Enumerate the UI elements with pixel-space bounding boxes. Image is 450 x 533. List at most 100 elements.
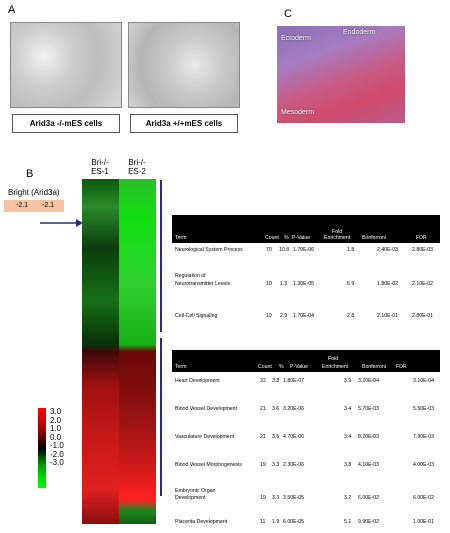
cell-pvalue: 1.30E-05 [293, 281, 315, 287]
cell-count: 70 [266, 247, 272, 253]
col-fold: Fold [328, 356, 339, 362]
col-fold: Fold [332, 229, 343, 235]
col-term: Term [175, 235, 187, 241]
col-fdr: FDR [416, 235, 427, 241]
cell-pct: 2.9 [280, 313, 288, 319]
cell-fold: 6.9 [347, 281, 355, 287]
scale-tick: 0.0 [50, 432, 62, 442]
panel-label-b: B [26, 168, 34, 180]
scale-tick: -3.0 [50, 458, 64, 467]
cell-pct: 1.5 [280, 281, 288, 287]
micrograph-wildtype [128, 22, 240, 108]
arrow-icon [40, 219, 83, 227]
cell-term: Vasculature Development [175, 434, 235, 440]
col-pvalue: P-Value [290, 364, 309, 370]
cell-bonferroni: 2.10E-01 [377, 313, 399, 319]
cell-count: 11 [260, 519, 266, 525]
col-pct: % [279, 364, 284, 370]
table-row: Heart Development 22 3.8 1.80E-07 3.9 3.20E-0… [172, 378, 440, 392]
cell-fold: 3.2 [344, 495, 352, 501]
col-pct: % [284, 235, 289, 241]
cell-bonferroni: 1.80E-02 [377, 281, 399, 287]
histology-image: Ectoderm Endoderm Mesoderm [277, 26, 405, 123]
panel-label-a: A [8, 4, 16, 16]
cell-term: Placenta Development [175, 519, 228, 525]
cell-fold: 2.8 [347, 313, 355, 319]
cell-fdr: 5.50E-03 [413, 406, 435, 412]
caption-knockout: Arid3a -/-mES cells [12, 114, 120, 133]
cell-bonferroni: 2.40E-03 [377, 247, 399, 253]
cell-bonf: 5.70E-03 [358, 406, 380, 412]
cell-fold: 3.4 [344, 406, 352, 412]
cell-term: Regulation of [175, 273, 206, 279]
column-header-es1-line1: Bri-/- [91, 158, 109, 167]
color-scale-bar [38, 408, 46, 488]
column-header-es1: Bri-/- ES-1 [81, 158, 119, 176]
cell-count: 19 [260, 495, 266, 501]
gene-value-es2: -2.1 [42, 202, 55, 209]
col-enrichment: Enrichment [324, 235, 351, 241]
cell-term: Cell-Cell Signaling [175, 313, 218, 319]
cell-pvalue: 6.00E-05 [283, 519, 305, 525]
cell-pvalue: 2.30E-06 [283, 462, 305, 468]
cell-count: 21 [260, 434, 266, 440]
heatmap-column-es1 [82, 179, 119, 524]
cell-count: 19 [260, 462, 266, 468]
col-count: Count [258, 364, 272, 370]
cell-fold: 3.8 [344, 462, 352, 468]
cell-pvalue: 1.80E-07 [283, 378, 305, 384]
cell-term: Embryonic Organ [175, 488, 216, 494]
enrichment-table-cardio: Term Count % P-Value Fold Enrichment Bon… [172, 350, 440, 525]
cell-pvalue: 1.70E-06 [293, 247, 315, 253]
panel-label-c: C [284, 8, 292, 20]
heatmap-column-es2 [119, 179, 156, 524]
cell-bonf: 9.90E-02 [358, 519, 380, 525]
cell-count: 10 [266, 281, 272, 287]
cell-bonf: 6.00E-02 [358, 495, 380, 501]
cell-count: 22 [260, 378, 266, 384]
column-header-es2: Bri-/- ES-2 [118, 158, 156, 176]
cell-fdr: 3.10E-04 [413, 378, 435, 384]
table-row: Neurological System Process 70 10.8 1.70… [172, 247, 440, 263]
cell-bonf: 8.20E-03 [358, 434, 380, 440]
col-enrichment: Enrichment [322, 364, 349, 370]
column-header-es2-line1: Bri-/- [128, 158, 146, 167]
cell-fold: 5.1 [344, 519, 352, 525]
label-ectoderm: Ectoderm [281, 35, 311, 42]
table-row: Vasculature Development 21 3.6 4.70E-06 3.4 8… [172, 434, 440, 448]
cell-fdr: 2.80E-03 [412, 247, 434, 253]
gene-value-box: -2.1 -2.1 [4, 200, 64, 212]
cell-fdr: 6.00E-02 [413, 495, 435, 501]
cell-count: 21 [260, 406, 266, 412]
micrograph-knockout [10, 22, 122, 108]
cluster-bracket-up [160, 338, 162, 496]
color-scale-ticks: 3.0 2.0 1.0 0.0 -1.0 -2.0 -3.0 [50, 407, 64, 468]
table-header: Term Count % P-Value Fold Enrichment Bon… [172, 215, 440, 243]
col-pvalue: P-Value [292, 235, 311, 241]
scale-tick: -1.0 [50, 441, 64, 450]
gene-value-es1: -2.1 [16, 202, 29, 209]
scale-tick: -2.0 [50, 449, 64, 459]
cell-fold: 3.4 [344, 434, 352, 440]
cell-fdr: 2.80E-01 [412, 313, 434, 319]
cell-pct: 10.8 [279, 247, 290, 253]
cell-term: Blood Vessel Morphogenesis [175, 462, 242, 468]
column-header-es1-line2: ES-1 [91, 167, 109, 176]
cell-fdr: 2.10E-02 [412, 281, 434, 287]
cell-bonf: 4.10E-03 [358, 462, 380, 468]
column-header-es2-line2: ES-2 [128, 167, 146, 176]
enrichment-table-neuro: Term Count % P-Value Fold Enrichment Bon… [172, 215, 440, 327]
cell-fold: 1.8 [347, 247, 355, 253]
col-fdr: FDR [396, 364, 407, 370]
table-row: Cell-Cell Signaling 19 2.9 1.70E-04 2.8 … [172, 313, 440, 327]
cell-term-line2: Development [175, 495, 206, 501]
gene-label: Bright (Arid3a) [8, 188, 60, 197]
cell-fdr: 1.00E-01 [413, 519, 435, 525]
heatmap [82, 179, 156, 524]
table-row: Embryonic Organ Development 19 3.3 3.50E-05 3… [172, 488, 440, 502]
col-term: Term [175, 364, 187, 370]
caption-wildtype: Arid3a +/+mES cells [130, 114, 238, 133]
cell-fdr: 7.90E-03 [413, 434, 435, 440]
scale-tick: 3.0 [50, 407, 62, 416]
col-bonferroni: Bonferroni [362, 235, 386, 241]
